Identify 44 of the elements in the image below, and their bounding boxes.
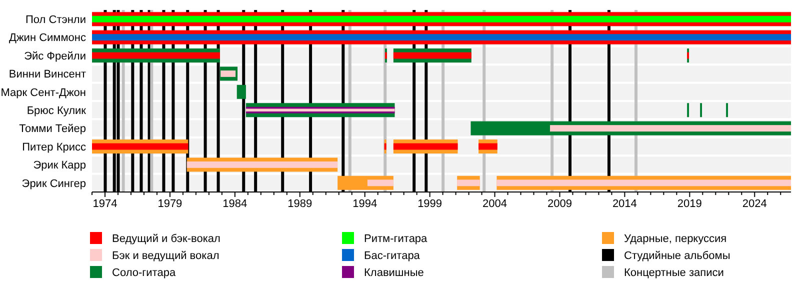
y-tick-label: Пол Стэнли	[26, 14, 86, 26]
bar	[496, 180, 791, 186]
bar	[186, 161, 338, 168]
x-tick-label: 1979	[158, 198, 182, 210]
bar	[550, 125, 791, 132]
bar	[367, 180, 394, 186]
legend-label: Бас-гитара	[364, 250, 421, 262]
y-tick-label: Питер Крисс	[22, 141, 86, 154]
x-tick-label: 2014	[612, 198, 637, 210]
y-tick-label: Эйс Фрейли	[24, 50, 86, 62]
x-tick-label: 1989	[288, 198, 312, 210]
bar	[92, 34, 791, 41]
x-tick-label: 1994	[352, 198, 378, 210]
bar	[393, 143, 458, 150]
x-tick-label: 2004	[482, 198, 508, 210]
y-tick-label: Винни Винсент	[8, 68, 86, 81]
legend-label: Бэк и ведущий вокал	[112, 250, 220, 262]
x-tick-label: 1974	[92, 198, 118, 210]
legend-label: Соло-гитара	[112, 266, 176, 279]
x-tick-label: 2009	[547, 198, 572, 210]
bar	[220, 70, 236, 77]
bar	[393, 52, 472, 59]
y-tick-label: Эрик Сингер	[22, 178, 86, 190]
y-tick-label: Джин Симмонс	[9, 32, 86, 44]
y-tick-label: Брюс Кулик	[26, 104, 86, 117]
legend-label: Ударные, перкуссия	[624, 232, 727, 245]
bar	[478, 143, 498, 150]
legend-label: Студийные альбомы	[624, 250, 730, 262]
bar	[92, 52, 220, 59]
legend-label: Концертные записи	[624, 266, 724, 279]
legend-label: Ведущий и бэк-вокал	[112, 232, 220, 245]
x-tick-label: 2019	[677, 198, 702, 210]
bar	[92, 16, 791, 22]
x-tick-label: 1999	[418, 198, 442, 210]
y-tick-label: Томми Тейер	[19, 123, 86, 136]
x-tick-label: 2024	[742, 198, 767, 210]
legend-label: Ритм-гитара	[364, 232, 428, 245]
bar	[457, 180, 480, 186]
y-tick-label: Марк Сент-Джон	[0, 86, 86, 99]
bar	[92, 143, 188, 150]
x-tick-label: 1984	[222, 198, 248, 210]
y-tick-label: Эрик Карр	[33, 160, 86, 172]
bar	[236, 84, 246, 99]
legend-label: Клавишные	[364, 266, 424, 279]
